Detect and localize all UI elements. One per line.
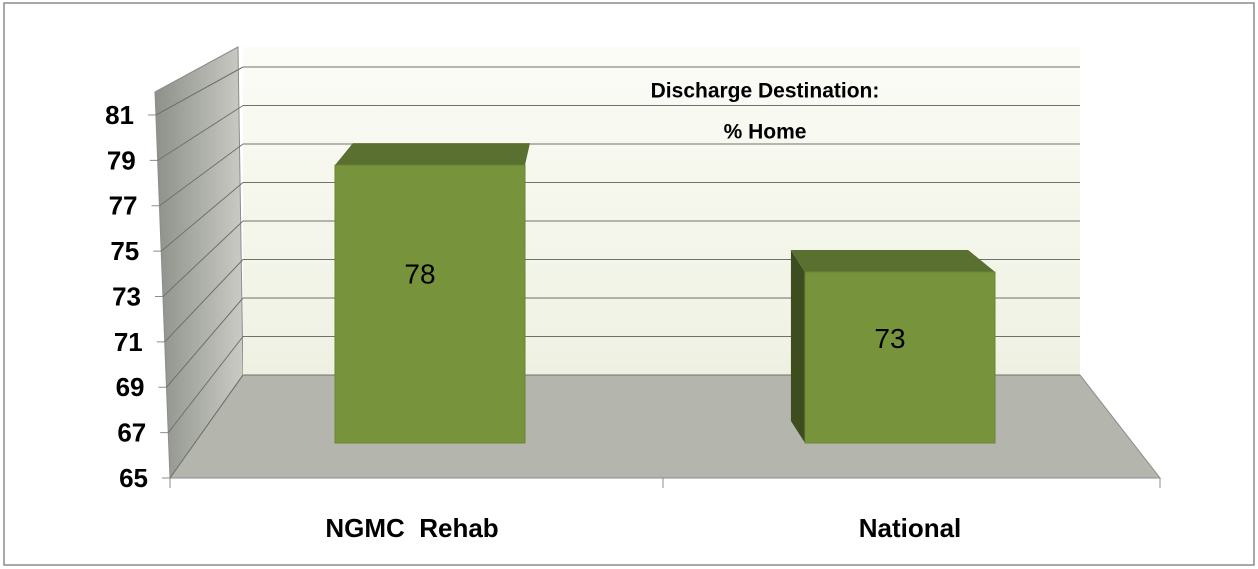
floor xyxy=(169,374,1162,479)
grid-line xyxy=(167,336,244,433)
y-tick-label: 67 xyxy=(117,418,146,448)
chart-subtitle: % Home xyxy=(724,121,807,144)
data-label: 73 xyxy=(874,323,905,354)
bar-front xyxy=(334,164,526,444)
y-tick-label: 65 xyxy=(119,463,148,493)
bars: 78 73 xyxy=(334,143,996,444)
bar-front xyxy=(804,271,996,444)
bar-side xyxy=(790,250,805,443)
y-tick-label: 73 xyxy=(112,281,141,311)
bar-top xyxy=(335,143,530,166)
x-tick-label: NGMC Rehab xyxy=(325,513,498,543)
bar-top xyxy=(790,250,995,272)
data-label: 78 xyxy=(404,259,435,290)
grid-line xyxy=(164,259,244,343)
grid-line xyxy=(159,143,244,207)
bar: 78 xyxy=(334,143,530,444)
x-tick-label: National xyxy=(859,513,962,543)
grid-line xyxy=(155,66,244,116)
y-tick-label: 71 xyxy=(114,327,143,357)
grid-line xyxy=(160,182,244,252)
y-tick-label: 69 xyxy=(116,372,145,402)
grid-line xyxy=(162,220,244,297)
y-tick-label: 79 xyxy=(107,145,136,175)
y-tick-label: 77 xyxy=(109,191,138,221)
chart-title: Discharge Destination: xyxy=(651,80,880,103)
grid-line xyxy=(166,297,244,388)
y-tick-label: 75 xyxy=(110,236,139,266)
grid-line xyxy=(157,105,244,161)
grid-line xyxy=(169,374,244,479)
y-tick-label: 81 xyxy=(105,100,134,130)
bar: 73 xyxy=(790,250,996,444)
